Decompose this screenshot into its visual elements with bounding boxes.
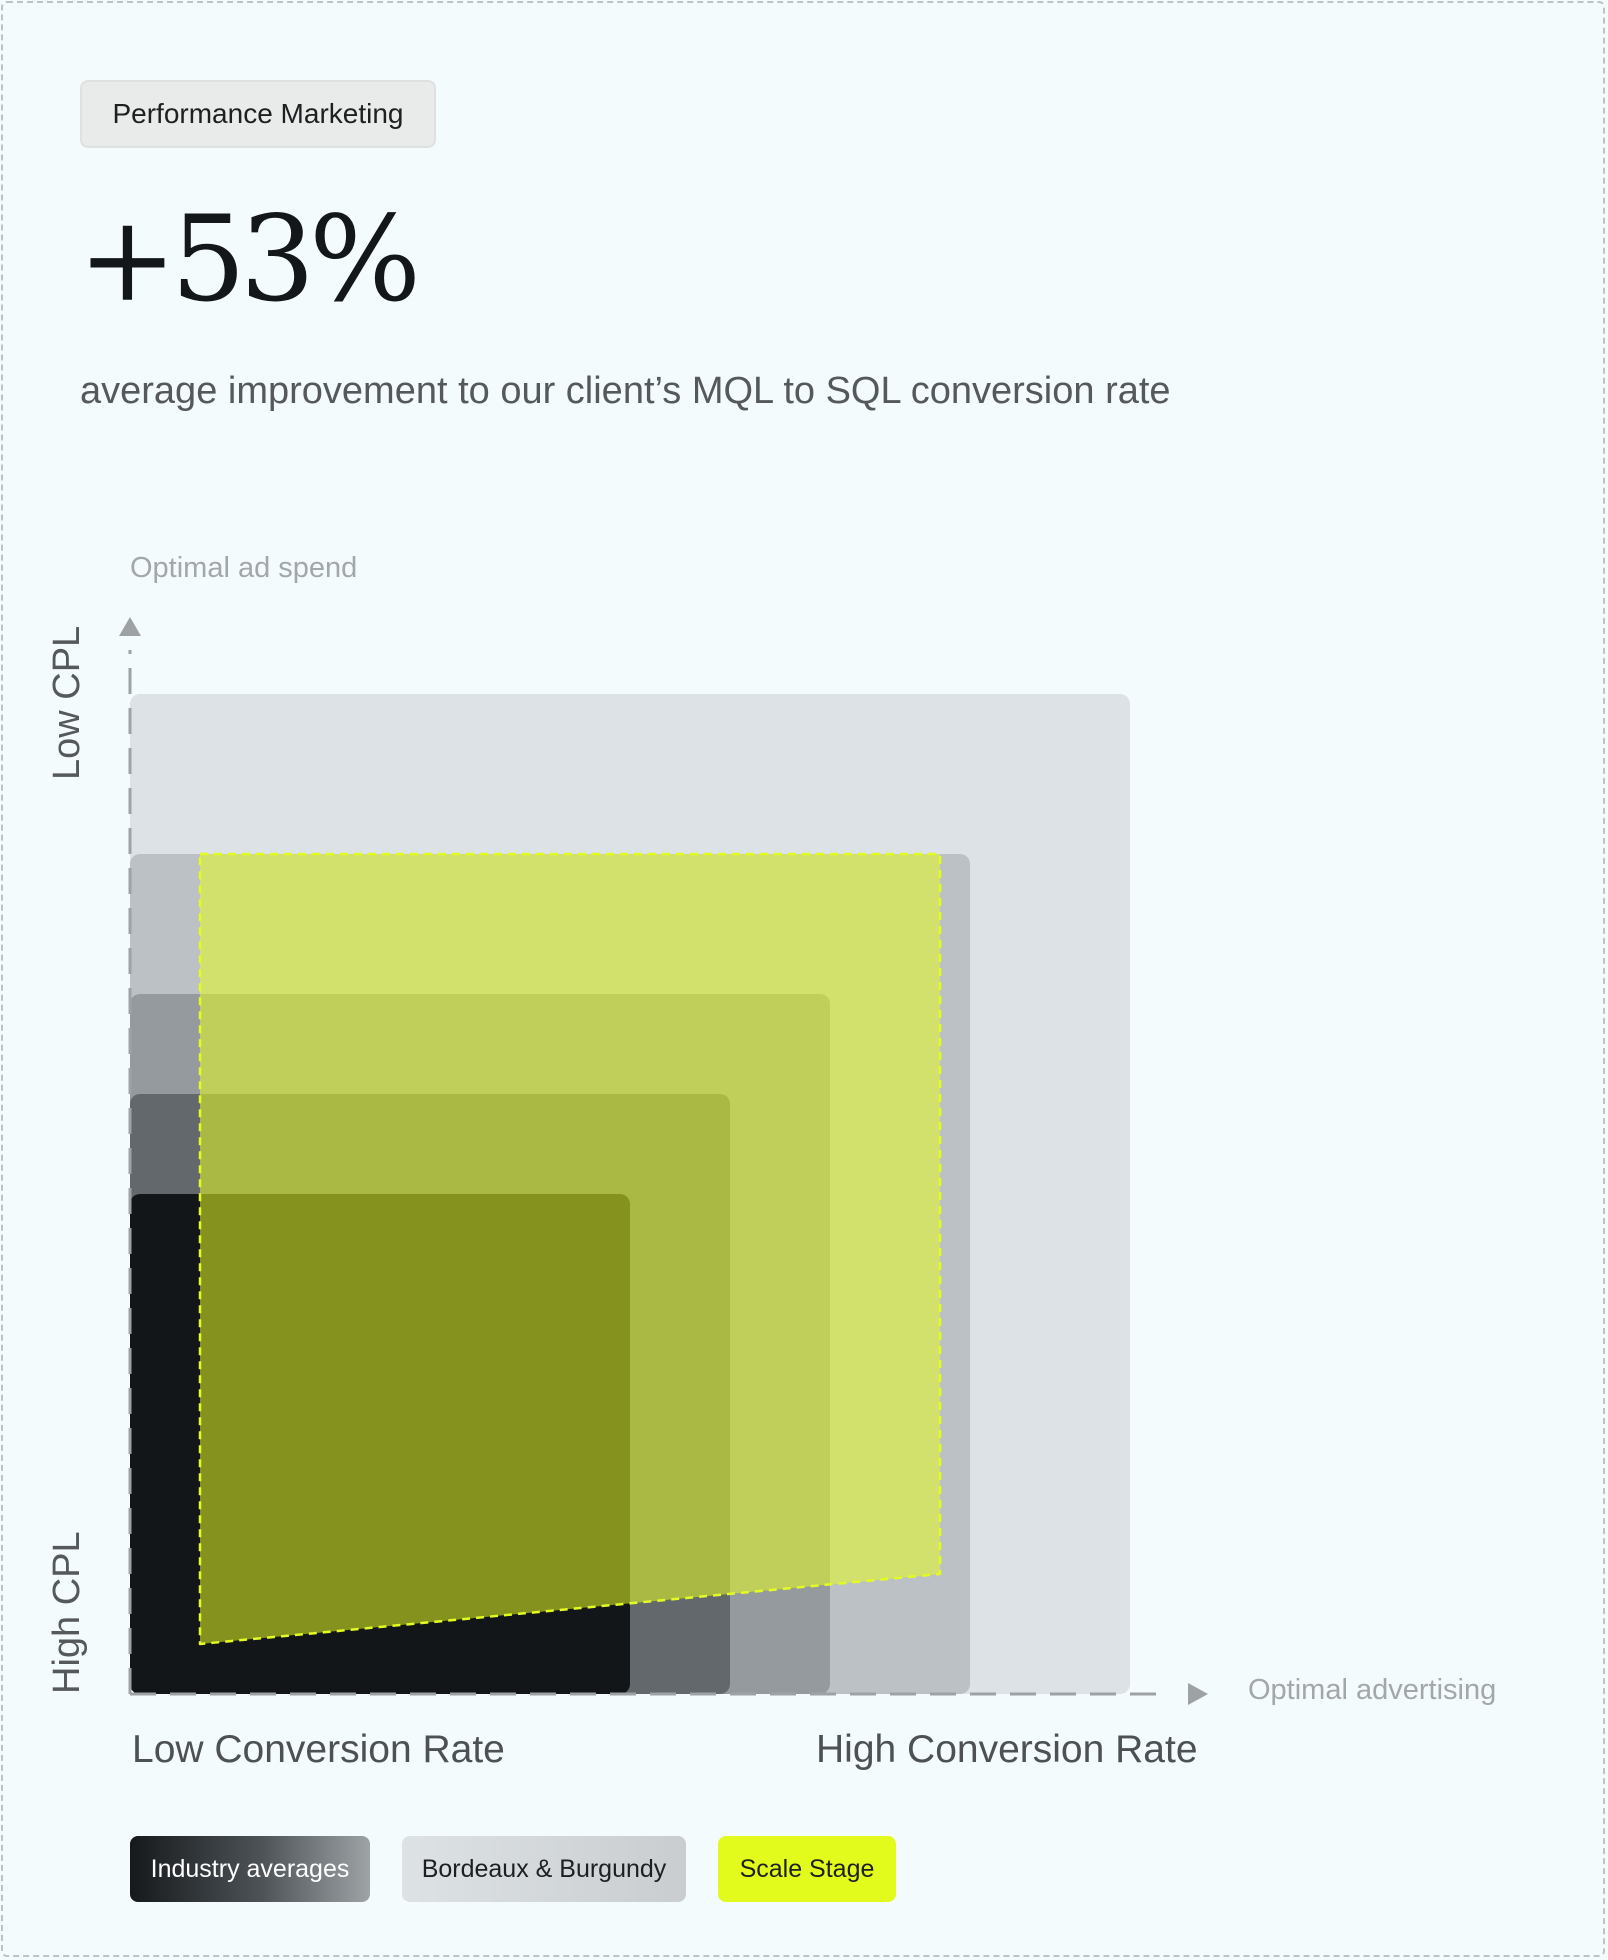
legend-bordeaux-burgundy: Bordeaux & Burgundy	[402, 1836, 686, 1902]
x-axis-note: Optimal advertising	[1248, 1674, 1497, 1706]
headline-caption: average improvement to our client’s MQL …	[80, 370, 1171, 412]
y-axis-note: Optimal ad spend	[130, 552, 358, 584]
x-axis-arrow-icon	[1188, 1683, 1208, 1705]
x-label-high: High Conversion Rate	[816, 1728, 1198, 1771]
legend-industry-averages: Industry averages	[130, 1836, 370, 1902]
scale-stage-area	[198, 852, 942, 1646]
y-axis-arrow-icon	[119, 617, 141, 636]
x-label-low: Low Conversion Rate	[132, 1728, 505, 1771]
legend-scale-stage: Scale Stage	[718, 1836, 896, 1902]
headline-value: +53%	[78, 190, 421, 328]
category-tag: Performance Marketing	[80, 80, 436, 148]
